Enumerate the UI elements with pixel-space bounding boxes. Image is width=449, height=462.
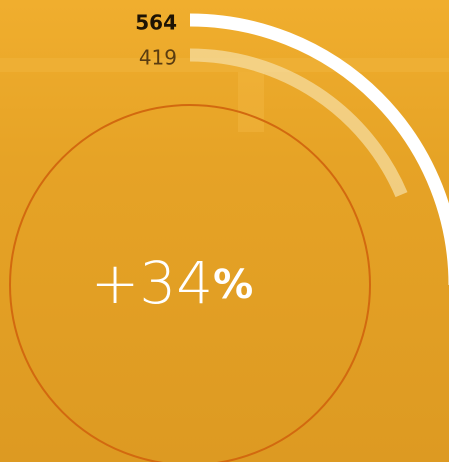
arc <box>189 48 408 198</box>
arc-label: 419 <box>139 46 177 70</box>
change-number: +34 <box>91 249 213 317</box>
arc <box>189 13 449 286</box>
arc-label: 564 <box>135 11 177 35</box>
ring <box>9 104 371 462</box>
change-unit: % <box>213 262 253 308</box>
change-label: +34% <box>91 249 253 317</box>
bridge-pillar <box>238 72 264 132</box>
